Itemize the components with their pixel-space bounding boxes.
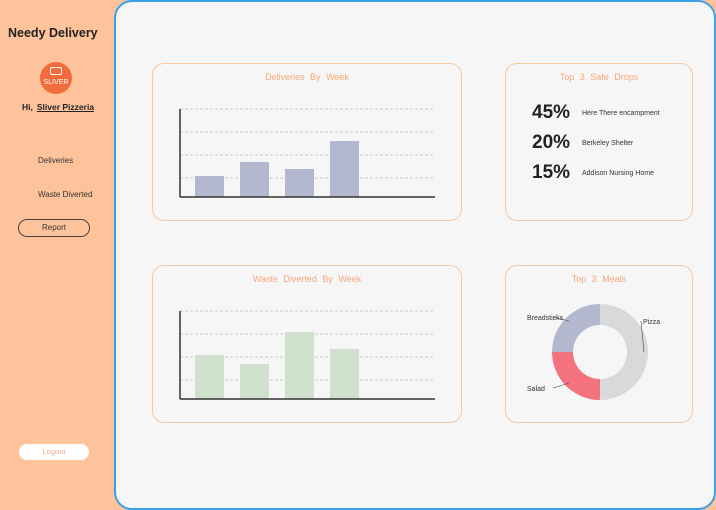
donut-slice: [552, 304, 600, 352]
bar: [330, 349, 359, 399]
nav-report[interactable]: Report: [18, 219, 90, 237]
donut-slice: [600, 304, 648, 400]
bar: [195, 355, 224, 399]
waste-card-title: Waste Diverted By Week: [252, 274, 362, 284]
safe-drop-percent: 45%: [532, 102, 571, 123]
bar: [285, 169, 314, 197]
leader-line: [552, 316, 569, 322]
slice-label: Pizza: [643, 319, 660, 326]
sidebar: Needy Delivery SLIVER Hi, Sliver Pizzeria…: [0, 0, 118, 510]
safe-drop-percent: 20%: [532, 132, 571, 153]
safe-drop-row: 20% Berkeley Shelter: [532, 132, 633, 154]
waste-chart: [179, 310, 435, 400]
safe-drop-row: 45% Here There encampment: [532, 102, 660, 124]
waste-card: Waste Diverted By Week: [152, 265, 462, 423]
donut-slice: [552, 352, 600, 400]
deliveries-chart: [179, 108, 435, 198]
leader-line: [552, 382, 569, 389]
bar: [240, 364, 269, 399]
deliveries-card-title: Deliveries By Week: [265, 72, 349, 82]
safe-drop-name: Addison Nursing Home: [582, 169, 654, 177]
app-title: Needy Delivery: [8, 26, 98, 40]
safe-drops-card: Top 3 Safe Drops 45% Here There encampme…: [505, 63, 693, 221]
leader-line: [640, 320, 645, 353]
slice-label: Breadsticks: [527, 315, 564, 322]
safe-drop-row: 15% Addison Nursing Home: [532, 162, 654, 184]
slice-label: Salad: [527, 386, 545, 393]
main-panel: Deliveries By Week Top 3 Safe Drops 45% …: [114, 0, 716, 510]
safe-drop-name: Berkeley Shelter: [582, 139, 634, 147]
safe-drops-title: Top 3 Safe Drops: [559, 72, 639, 82]
username-link[interactable]: Sliver Pizzeria: [36, 102, 95, 112]
greeting-prefix: Hi,: [22, 102, 33, 112]
meals-card-title: Top 3 Meals: [571, 274, 627, 284]
logo-emblem-icon: [50, 67, 62, 75]
safe-drop-name: Here There encampment: [582, 109, 660, 117]
nav-waste-diverted[interactable]: Waste Diverted: [38, 190, 93, 199]
bar: [195, 176, 224, 197]
bar: [240, 162, 269, 197]
bar: [285, 332, 314, 399]
logo-text: SLIVER: [43, 79, 69, 86]
greeting: Hi, Sliver Pizzeria: [22, 102, 94, 112]
safe-drop-percent: 15%: [532, 162, 571, 183]
logout-button[interactable]: Logout: [19, 444, 89, 460]
sliver-logo: SLIVER: [40, 62, 72, 94]
deliveries-card: Deliveries By Week: [152, 63, 462, 221]
nav-deliveries[interactable]: Deliveries: [38, 156, 74, 165]
meals-chart: Pizza Salad Breadsticks: [527, 304, 660, 400]
meals-card: Top 3 Meals Pizza Salad Breadsticks: [505, 265, 693, 423]
bar: [330, 141, 359, 197]
